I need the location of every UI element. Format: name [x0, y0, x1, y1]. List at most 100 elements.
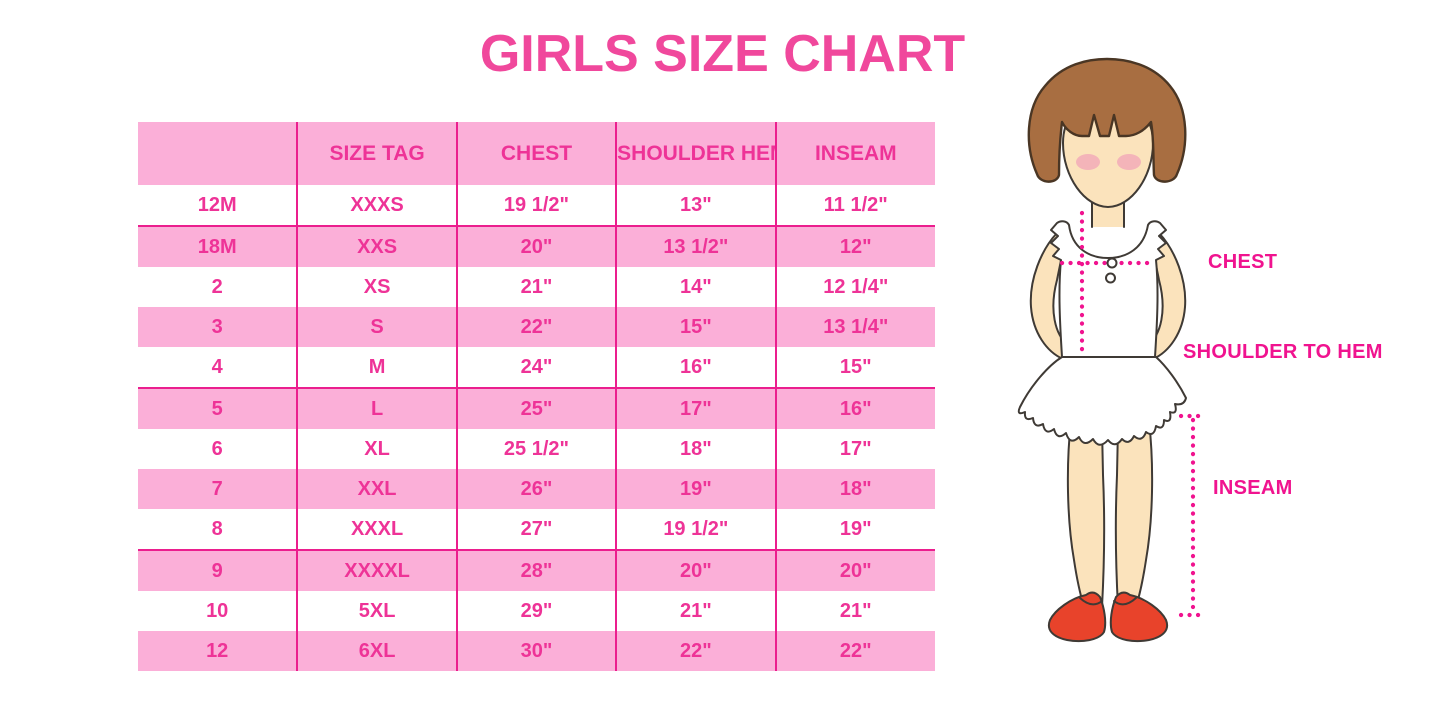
table-cell: 18"	[774, 469, 935, 509]
table-cell: XS	[296, 267, 457, 307]
girl-neck-outline	[1091, 202, 1125, 228]
girl-top	[1050, 220, 1167, 358]
table-cell: 10	[206, 599, 229, 622]
table-cell: 9	[138, 549, 298, 591]
table-cell: XXXL	[296, 509, 457, 550]
table-cell: 12M	[197, 193, 237, 216]
table-cell: 29"	[455, 591, 617, 631]
table-cell: 5	[138, 387, 298, 429]
table-cell: 15"	[774, 347, 935, 388]
table-cell: XXXXL	[296, 549, 457, 591]
table-cell: 25 1/2"	[455, 429, 617, 469]
table-cell: 4	[211, 355, 223, 378]
table-cell: 13 1/4"	[774, 307, 935, 347]
table-cell: 19"	[774, 509, 935, 550]
table-cell: 2	[211, 275, 223, 298]
girl-top-button-2	[1105, 272, 1116, 284]
table-cell: 22"	[774, 631, 935, 671]
table-row: 7 XXL 26" 19" 18"	[138, 469, 935, 509]
header-cell-blank	[138, 122, 298, 185]
table-row: 8 XXXL 27" 19 1/2" 19"	[138, 509, 935, 550]
table-row: 12M XXXS 19 1/2" 13" 11 1/2"	[138, 185, 935, 226]
table-cell: 19 1/2"	[455, 185, 617, 226]
girl-blush-right	[1117, 154, 1141, 170]
table-cell: 15"	[615, 307, 776, 347]
inseam-label: INSEAM	[1213, 477, 1293, 499]
table-cell: 22"	[615, 631, 776, 671]
table-cell: 18M	[138, 225, 298, 267]
table-cell: 13"	[615, 185, 776, 226]
table-row: 9 XXXXL 28" 20" 20"	[138, 549, 935, 591]
girl-shoe-left	[1048, 591, 1107, 643]
table-cell: 17"	[774, 429, 935, 469]
table-cell: 6XL	[296, 631, 457, 671]
table-cell: 25"	[455, 387, 617, 429]
header-cell-inseam: INSEAM	[774, 122, 935, 185]
girl-leg-left	[1066, 420, 1106, 608]
table-cell: 13 1/2"	[615, 225, 776, 267]
girl-shoe-right	[1109, 591, 1168, 643]
table-cell: 20"	[774, 549, 935, 591]
girl-figure-svg	[1017, 57, 1208, 643]
table-cell: 19"	[615, 469, 776, 509]
table-cell: 16"	[774, 387, 935, 429]
table-cell: M	[296, 347, 457, 388]
table-cell: 21"	[615, 591, 776, 631]
table-cell: 6	[211, 437, 223, 460]
table-row: 4 M 24" 16" 15"	[138, 347, 935, 388]
header-cell-chest: CHEST	[455, 122, 617, 185]
table-cell: 7	[138, 469, 298, 509]
table-cell: 28"	[455, 549, 617, 591]
table-header-row: SIZE TAG CHEST SHOULDER HEM INSEAM	[138, 122, 935, 185]
table-cell: 20"	[615, 549, 776, 591]
table-cell: 21"	[774, 591, 935, 631]
table-cell: 5XL	[296, 591, 457, 631]
table-row: 2 XS 21" 14" 12 1/4"	[138, 267, 935, 307]
table-cell: 14"	[615, 267, 776, 307]
table-cell: 22"	[455, 307, 617, 347]
girl-figure	[1017, 57, 1187, 643]
table-cell: 11 1/2"	[774, 185, 935, 226]
table-cell: 18"	[615, 429, 776, 469]
table-cell: XL	[296, 429, 457, 469]
table-cell: XXL	[296, 469, 457, 509]
girl-illustration: CHEST SHOULDER TO HEM INSEAM	[1005, 55, 1445, 680]
girl-skirt	[1017, 356, 1187, 446]
table-row: 18M XXS 20" 13 1/2" 12"	[138, 225, 935, 267]
table-cell: 12"	[774, 225, 935, 267]
table-cell: 17"	[615, 387, 776, 429]
table-cell: S	[296, 307, 457, 347]
table-cell: 20"	[455, 225, 617, 267]
girl-top-button-1	[1106, 257, 1118, 269]
girls-size-table: SIZE TAG CHEST SHOULDER HEM INSEAM 12M XX…	[138, 122, 935, 671]
table-cell: 30"	[455, 631, 617, 671]
table-cell: 26"	[455, 469, 617, 509]
table-cell: 3	[138, 307, 298, 347]
chest-label: CHEST	[1208, 251, 1278, 273]
table-row: 5 L 25" 17" 16"	[138, 387, 935, 429]
table-cell: 24"	[455, 347, 617, 388]
table-cell: 19 1/2"	[615, 509, 776, 550]
girl-leg-right	[1114, 420, 1154, 608]
girl-blush-left	[1076, 154, 1100, 170]
page-title: GIRLS SIZE CHART	[479, 25, 966, 83]
girl-shoe-left-strap	[1079, 597, 1103, 606]
header-cell-size-tag: SIZE TAG	[296, 122, 457, 185]
table-cell: 16"	[615, 347, 776, 388]
table-cell: XXS	[296, 225, 457, 267]
header-cell-shoulder-hem: SHOULDER HEM	[615, 122, 776, 185]
table-row: 6 XL 25 1/2" 18" 17"	[138, 429, 935, 469]
girl-hair	[1027, 57, 1187, 183]
table-cell: L	[296, 387, 457, 429]
girl-shoe-right-strap	[1113, 597, 1137, 606]
shoulder-to-hem-label: SHOULDER TO HEM	[1183, 341, 1383, 363]
table-cell: 12 1/4"	[774, 267, 935, 307]
table-cell: XXXS	[296, 185, 457, 226]
table-cell: 8	[211, 517, 223, 540]
table-cell: 27"	[455, 509, 617, 550]
table-cell: 21"	[455, 267, 617, 307]
table-row: 12 6XL 30" 22" 22"	[138, 631, 935, 671]
table-row: 3 S 22" 15" 13 1/4"	[138, 307, 935, 347]
size-table-body: 12M XXXS 19 1/2" 13" 11 1/2" 18M XXS 20" 13 1/2"…	[138, 185, 935, 671]
table-row: 10 5XL 29" 21" 21"	[138, 591, 935, 631]
